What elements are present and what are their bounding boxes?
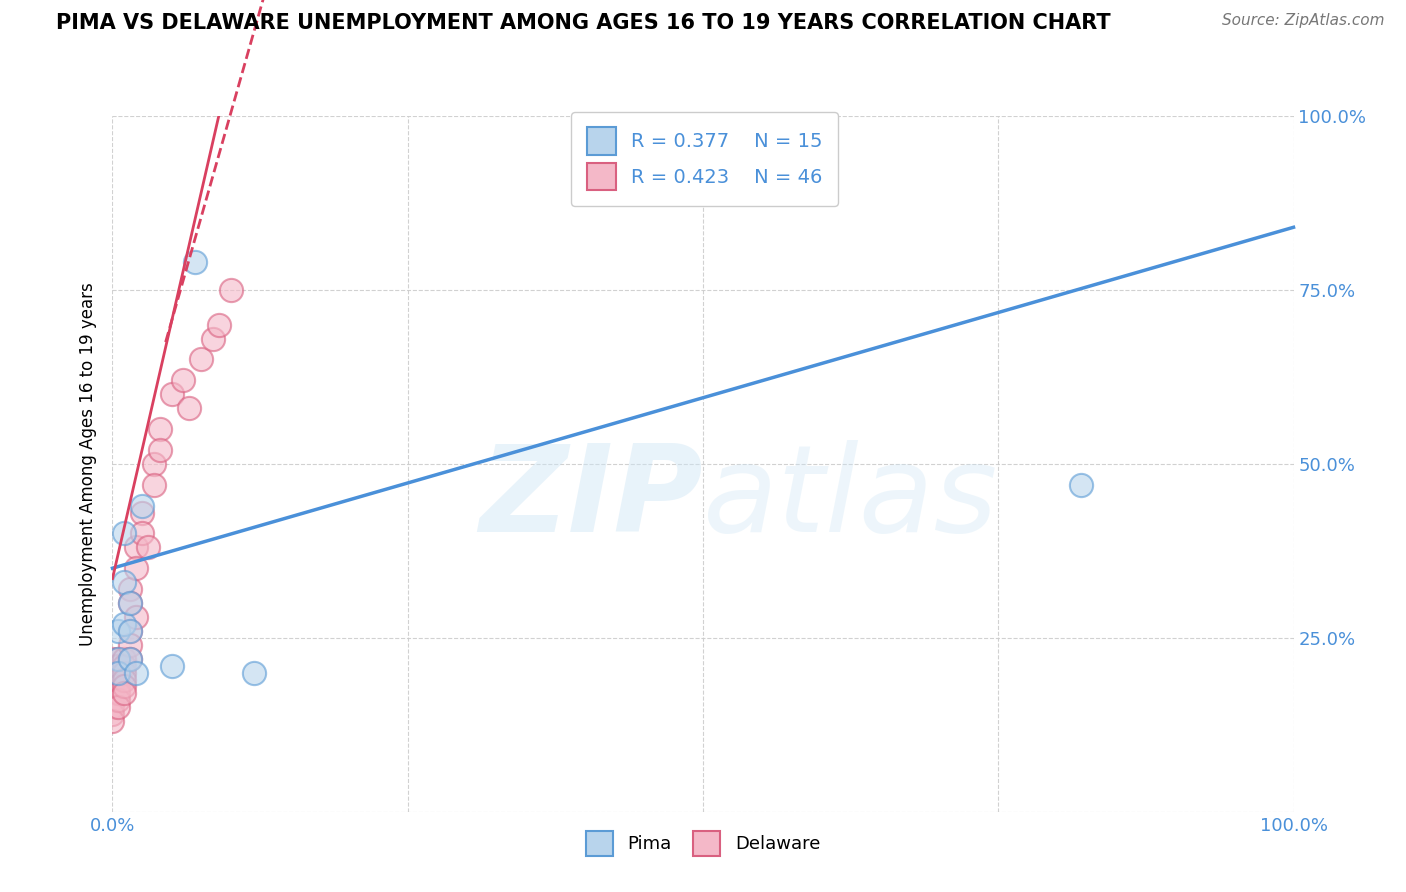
Point [101,686,124,700]
Point [120,624,142,638]
Point [101,714,124,729]
Y-axis label: Unemployment Among Ages 16 to 19 years: Unemployment Among Ages 16 to 19 years [79,282,97,646]
Point [107,700,129,714]
Point [125,561,148,575]
Legend: Pima, Delaware: Pima, Delaware [576,822,830,865]
Point [190,352,212,367]
Point [101,707,124,722]
Point [142,477,165,491]
Point [125,665,148,680]
Point [149,442,172,457]
Point [107,624,129,638]
Point [120,651,142,665]
Text: ZIP: ZIP [479,440,703,558]
Point [172,373,194,387]
Point [131,499,153,513]
Point [112,673,135,687]
Point [112,686,135,700]
Point [160,658,183,673]
Point [107,651,129,665]
Point [101,651,124,665]
Point [107,665,129,680]
Point [107,651,129,665]
Point [112,575,135,590]
Point [1070,477,1092,491]
Point [120,582,142,596]
Point [131,506,153,520]
Point [101,680,124,694]
Point [107,686,129,700]
Point [107,658,129,673]
Point [201,332,224,346]
Text: atlas: atlas [703,440,998,558]
Point [101,700,124,714]
Point [120,596,142,610]
Point [112,616,135,631]
Point [184,255,207,269]
Point [120,651,142,665]
Point [112,680,135,694]
Point [107,680,129,694]
Point [179,401,201,416]
Point [101,665,124,680]
Point [107,693,129,707]
Point [120,638,142,652]
Point [107,673,129,687]
Point [136,541,159,555]
Point [125,541,148,555]
Point [243,665,266,680]
Text: Source: ZipAtlas.com: Source: ZipAtlas.com [1222,13,1385,29]
Point [107,665,129,680]
Point [112,526,135,541]
Point [101,658,124,673]
Point [125,610,148,624]
Point [149,422,172,436]
Point [101,693,124,707]
Text: PIMA VS DELAWARE UNEMPLOYMENT AMONG AGES 16 TO 19 YEARS CORRELATION CHART: PIMA VS DELAWARE UNEMPLOYMENT AMONG AGES… [56,13,1111,33]
Point [219,283,242,297]
Point [101,673,124,687]
Point [112,665,135,680]
Point [131,526,153,541]
Point [208,318,231,332]
Point [112,651,135,665]
Point [120,624,142,638]
Point [120,596,142,610]
Point [142,457,165,471]
Point [112,658,135,673]
Point [160,387,183,401]
